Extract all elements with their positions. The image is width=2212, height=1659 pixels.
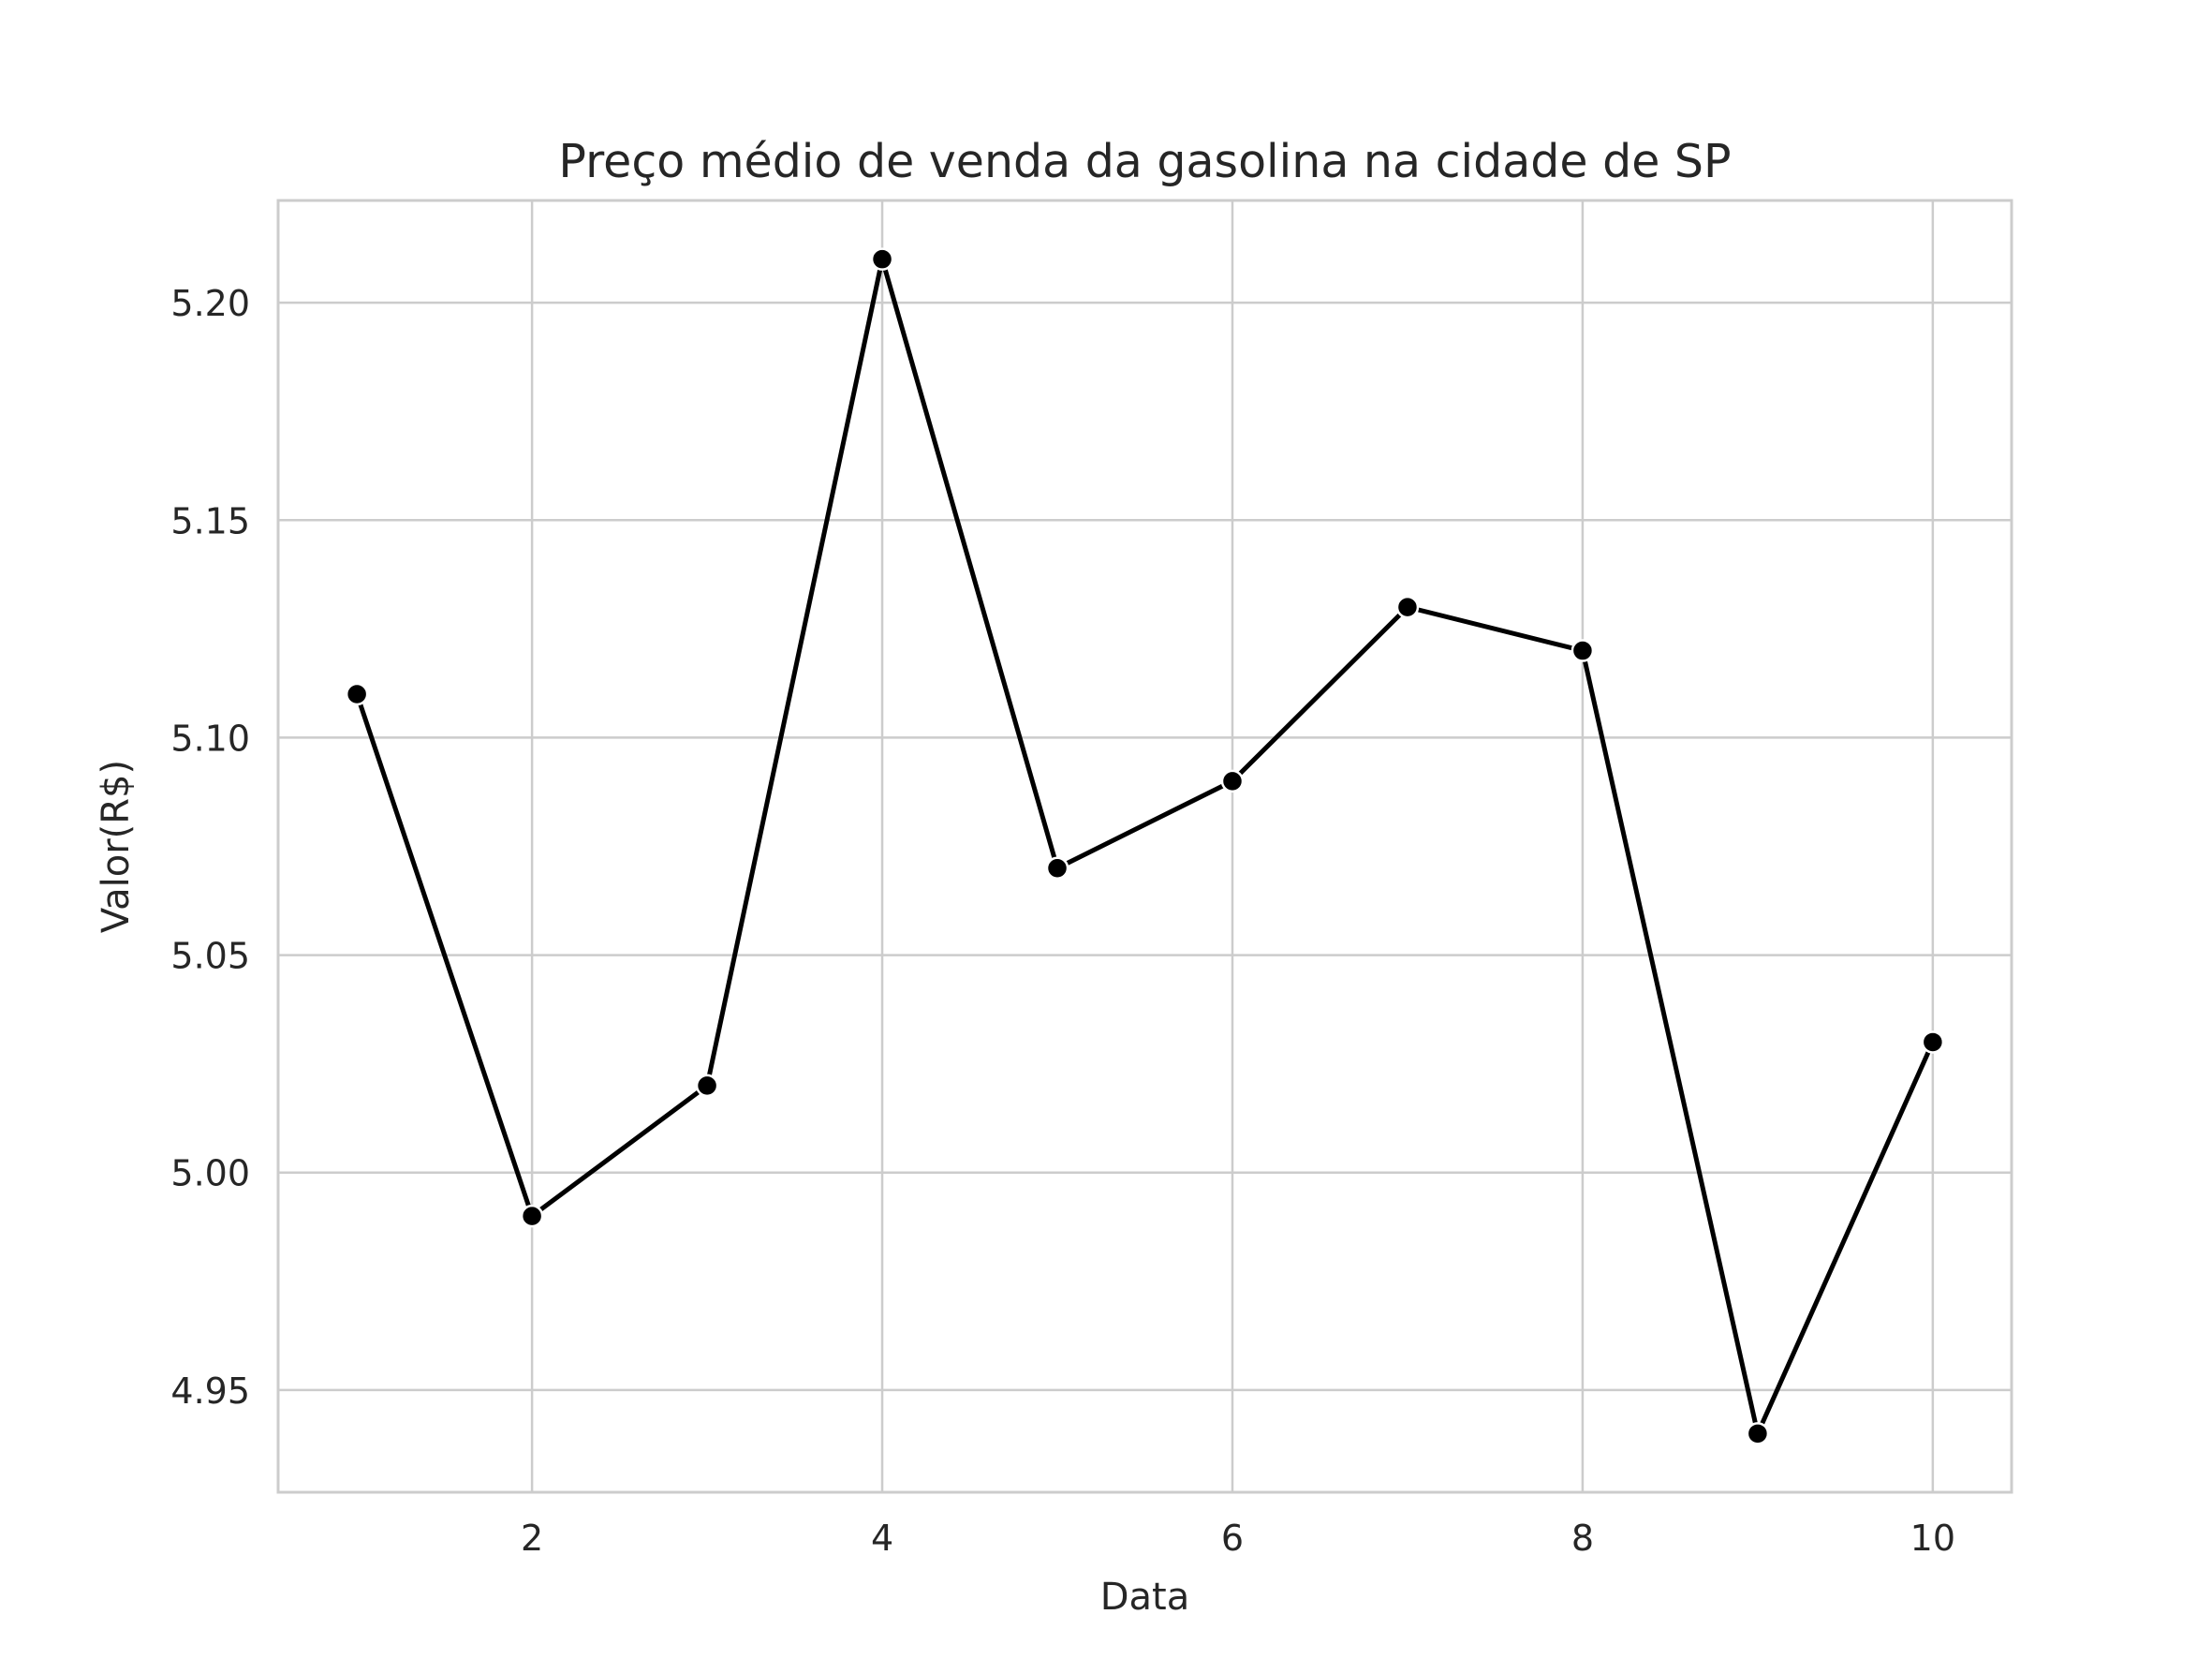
x-tick-labels: 2 4 6 8 10 <box>521 1518 1955 1559</box>
series-line <box>354 257 1936 1436</box>
x-axis-label: Data <box>1100 1576 1190 1619</box>
y-tick-labels: 4.95 5.00 5.05 5.10 5.15 5.20 <box>170 283 250 1412</box>
y-tick-label: 4.95 <box>170 1370 250 1412</box>
data-point <box>1921 1030 1945 1054</box>
y-tick-label: 5.15 <box>170 500 250 541</box>
data-point <box>1395 595 1420 619</box>
y-tick-label: 5.20 <box>170 283 250 324</box>
data-point <box>695 1074 719 1098</box>
chart-title: Preço médio de venda da gasolina na cida… <box>558 135 1731 188</box>
data-point <box>345 682 369 706</box>
x-tick-label: 10 <box>1910 1518 1955 1559</box>
x-tick-label: 8 <box>1571 1518 1594 1559</box>
data-point <box>1220 769 1245 793</box>
y-tick-label: 5.10 <box>170 718 250 759</box>
plot-frame <box>276 199 2013 1494</box>
data-markers <box>345 247 1945 1445</box>
y-tick-label: 5.00 <box>170 1153 250 1194</box>
data-point <box>1571 639 1595 662</box>
x-tick-label: 6 <box>1221 1518 1244 1559</box>
grid-lines <box>278 200 2012 1492</box>
data-point <box>1746 1422 1770 1445</box>
x-tick-label: 4 <box>871 1518 893 1559</box>
data-point <box>1045 856 1069 880</box>
x-tick-label: 2 <box>521 1518 543 1559</box>
data-point <box>870 247 894 271</box>
y-tick-label: 5.05 <box>170 936 250 977</box>
y-axis-label: Valor(R$) <box>95 760 138 933</box>
data-point <box>520 1204 544 1228</box>
